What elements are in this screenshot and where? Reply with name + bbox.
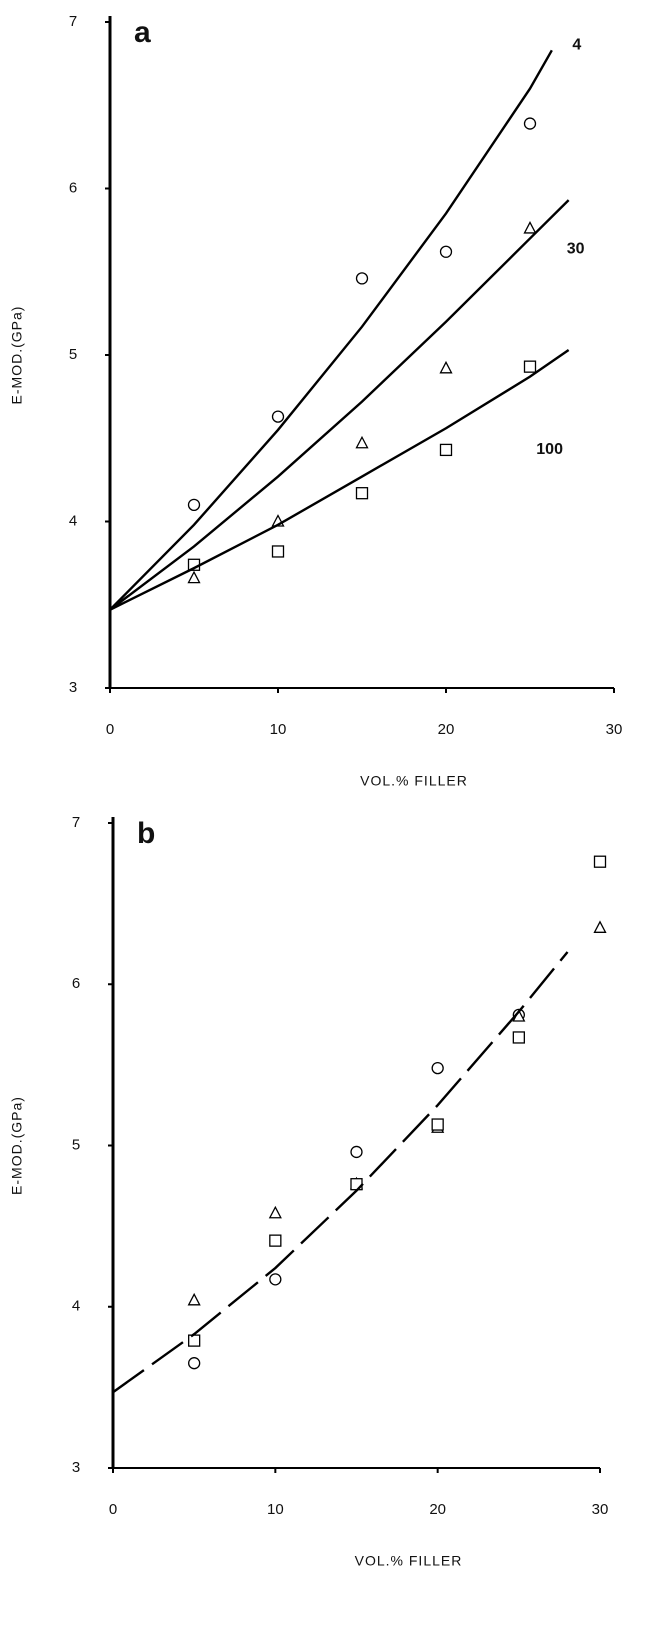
x-tick-label: 20 <box>429 1501 446 1518</box>
panel-label: a <box>134 16 151 49</box>
x-axis-label: VOL.% FILLER <box>360 773 468 789</box>
square-marker <box>431 1118 444 1131</box>
triangle-marker <box>187 1292 201 1306</box>
y-tick-label: 3 <box>69 679 77 696</box>
x-tick-label: 0 <box>109 1501 117 1518</box>
circle-marker <box>439 245 453 258</box>
x-tick-label: 0 <box>106 721 114 738</box>
y-tick-label: 5 <box>72 1136 80 1153</box>
x-tick-label: 30 <box>606 721 623 738</box>
circle-marker <box>188 1357 201 1370</box>
curve <box>109 349 570 611</box>
y-axis-label: E-MOD.(GPa) <box>9 1096 25 1195</box>
square-marker <box>512 1031 525 1044</box>
square-marker <box>439 443 453 457</box>
panel-label: b <box>137 817 155 850</box>
square-marker <box>271 545 285 558</box>
square-marker <box>269 1234 282 1247</box>
circle-marker <box>355 272 369 285</box>
circle-marker <box>269 1273 282 1286</box>
circle-marker <box>271 410 285 423</box>
curve <box>109 199 570 611</box>
triangle-marker <box>187 570 201 584</box>
square-marker <box>355 487 369 500</box>
curve <box>112 951 569 1394</box>
triangle-marker <box>268 1205 282 1219</box>
y-tick-label: 4 <box>72 1298 80 1315</box>
curve-label: 30 <box>567 240 585 257</box>
y-tick-label: 7 <box>69 13 77 30</box>
y-tick-label: 6 <box>72 975 80 992</box>
x-tick-label: 10 <box>267 1501 284 1518</box>
x-tick-label: 20 <box>438 721 455 738</box>
y-tick-label: 7 <box>72 814 80 831</box>
y-tick-label: 3 <box>72 1459 80 1476</box>
triangle-marker <box>523 221 537 234</box>
circle-marker <box>523 117 537 130</box>
circle-marker <box>350 1145 363 1159</box>
curve-label: 100 <box>536 441 563 458</box>
triangle-marker <box>593 920 607 933</box>
curve-label: 4 <box>572 37 581 54</box>
y-tick-label: 6 <box>69 179 77 196</box>
x-axis-label: VOL.% FILLER <box>355 1553 463 1569</box>
square-marker <box>593 855 607 868</box>
triangle-marker <box>439 360 453 374</box>
square-marker <box>523 360 537 373</box>
square-marker <box>188 1334 201 1347</box>
triangle-marker <box>355 435 369 449</box>
y-tick-label: 5 <box>69 346 77 363</box>
x-tick-label: 30 <box>592 1501 609 1518</box>
y-axis-label: E-MOD.(GPa) <box>9 306 25 405</box>
circle-marker <box>187 498 201 512</box>
x-tick-label: 10 <box>270 721 287 738</box>
y-tick-label: 4 <box>69 512 77 529</box>
curve <box>109 49 553 611</box>
circle-marker <box>431 1061 444 1075</box>
